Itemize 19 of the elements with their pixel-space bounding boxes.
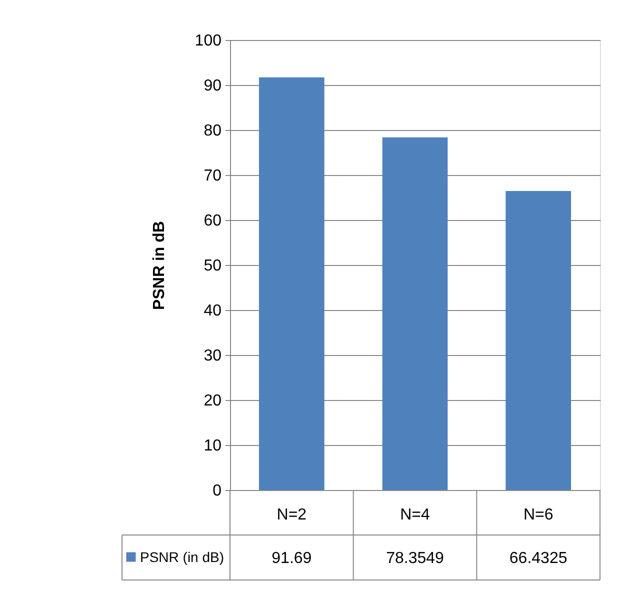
x-tick-label: N=2 (276, 506, 307, 524)
y-axis-title: PSNR in dB (150, 221, 168, 310)
y-tick-label: 50 (204, 258, 222, 274)
y-tick-label: 90 (204, 78, 222, 94)
data-label: 66.4325 (509, 550, 568, 567)
y-tick-label: 60 (204, 212, 222, 230)
y-tick-label: 80 (204, 122, 222, 140)
y-tick-label: 30 (204, 348, 222, 364)
y-tick-label: 20 (204, 392, 222, 410)
y-tick-label: 70 (204, 168, 222, 184)
y-tick-label: 10 (204, 438, 222, 454)
x-tick-label: N=6 (523, 506, 554, 524)
data-label: 78.3549 (386, 550, 444, 567)
y-tick-label: 40 (204, 302, 222, 320)
y-tick-label: 0 (212, 482, 222, 500)
x-tick-label: N=4 (400, 506, 430, 524)
data-label: 91.69 (272, 550, 312, 567)
y-tick-label: 100 (194, 32, 222, 50)
legend-label: PSNR (in dB) (140, 549, 224, 565)
